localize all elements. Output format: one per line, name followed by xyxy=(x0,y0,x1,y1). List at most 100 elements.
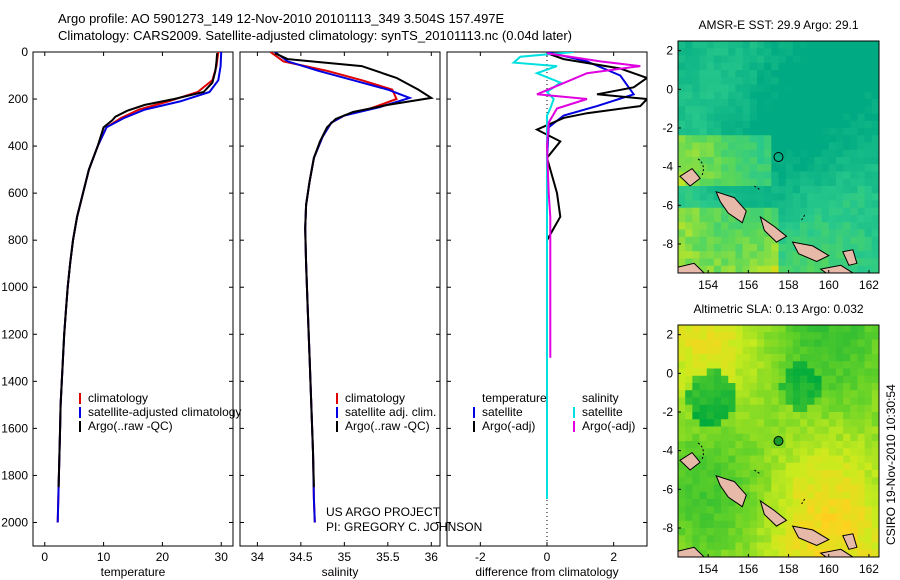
depth-tick-label: 400 xyxy=(8,139,28,153)
salinity-xtick-label: 36 xyxy=(425,550,439,564)
temperature-xlabel: temperature xyxy=(101,565,166,579)
depth-tick-label: 1800 xyxy=(1,468,28,482)
sst-map-xtick-label: 154 xyxy=(698,278,718,292)
temperature-series-argo-raw-qc- xyxy=(57,53,219,488)
salinity-xtick-label: 35 xyxy=(338,550,352,564)
island xyxy=(679,167,701,187)
island xyxy=(715,474,747,508)
difference-xtick-label: 0 xyxy=(544,550,551,564)
salinity-xlabel: salinity xyxy=(322,565,359,579)
difference-xtick-label: -2 xyxy=(475,550,486,564)
temperature-series-climatology xyxy=(56,52,220,523)
sla-map-ytick-label: -8 xyxy=(662,521,673,535)
sla-map-ytick-label: -2 xyxy=(662,405,673,419)
depth-tick-label: 1000 xyxy=(1,280,28,294)
island xyxy=(759,499,788,527)
sst-map-ytick-label: 2 xyxy=(666,44,673,58)
difference-legend-label: satellite xyxy=(582,405,623,419)
difference-legend-title-left: temperature xyxy=(482,391,547,405)
temperature-legend-label: satellite-adjusted climatology xyxy=(88,405,241,419)
float-position-marker xyxy=(773,152,784,162)
reef-outline xyxy=(697,442,806,505)
salinity-frame xyxy=(239,51,441,547)
salinity-legend-label: satellite adj. clim. xyxy=(345,405,436,419)
temperature-frame xyxy=(32,51,234,547)
island xyxy=(842,533,858,550)
temperature-legend-label: climatology xyxy=(88,391,148,405)
difference-xtick-label: 2 xyxy=(610,550,617,564)
sst-map-ytick-label: -8 xyxy=(662,237,673,251)
sla-map-xtick-label: 158 xyxy=(779,562,799,576)
sla-map-ytick-label: -6 xyxy=(662,482,673,496)
sla-map-title: Altimetric SLA: 0.13 Argo: 0.032 xyxy=(693,302,863,316)
temperature-legend-label: Argo(..raw -QC) xyxy=(88,419,173,433)
project-line-1: US ARGO PROJECT xyxy=(326,505,441,519)
depth-tick-label: 2000 xyxy=(1,515,28,529)
sst-map-ytick-label: -6 xyxy=(662,198,673,212)
sla-map: 154 156 158 160 162 2 0 -2 -4 -6 -8 Altimetric SLA:… xyxy=(662,302,880,576)
sst-map-title: AMSR-E SST: 29.9 Argo: 29.1 xyxy=(698,18,858,32)
difference-series-salinity-satellite xyxy=(511,52,574,499)
depth-tick-label: 600 xyxy=(8,186,28,200)
salinity-series-satellite-adj-clim- xyxy=(274,52,413,523)
temperature-xtick-label: 0 xyxy=(41,550,48,564)
header-line-1: Argo profile: AO 5901273_149 12-Nov-2010… xyxy=(58,11,505,26)
salinity-legend-label: climatology xyxy=(345,391,405,405)
temperature-xtick-label: 30 xyxy=(215,550,229,564)
salinity-xtick-label: 35.5 xyxy=(376,550,400,564)
island xyxy=(791,525,830,546)
header-line-2: Climatology: CARS2009. Satellite-adjuste… xyxy=(58,28,572,43)
depth-tick-label: 1200 xyxy=(1,327,28,341)
sla-map-frame xyxy=(677,324,880,558)
island xyxy=(842,249,858,266)
sst-map-ytick-label: -2 xyxy=(662,121,673,135)
difference-series-salinity-argo-adj- xyxy=(536,52,641,358)
depth-tick-label: 0 xyxy=(21,45,28,59)
island xyxy=(678,262,705,273)
salinity-series-argo-raw-qc- xyxy=(274,52,435,488)
salinity-series-climatology xyxy=(269,52,398,523)
temperature-xtick-label: 20 xyxy=(156,550,170,564)
difference-xlabel: difference from climatology xyxy=(475,565,618,579)
sla-map-xtick-label: 162 xyxy=(859,562,879,576)
sst-map-xtick-label: 160 xyxy=(819,278,839,292)
island xyxy=(678,546,705,557)
sst-map-xtick-label: 158 xyxy=(779,278,799,292)
depth-tick-label: 800 xyxy=(8,233,28,247)
csiro-stamp: CSIRO 19-Nov-2010 10:30:54 xyxy=(884,384,898,545)
salinity-legend-label: Argo(..raw -QC) xyxy=(345,419,430,433)
difference-legend-label: Argo(-adj) xyxy=(482,419,535,433)
sla-map-coastline xyxy=(678,442,858,557)
sla-map-xtick-label: 156 xyxy=(738,562,758,576)
depth-tick-label: 200 xyxy=(8,92,28,106)
depth-tick-label: 1600 xyxy=(1,421,28,435)
salinity-xtick-label: 34 xyxy=(251,550,265,564)
sst-map-cells xyxy=(678,41,880,274)
sst-map-xtick-label: 162 xyxy=(859,278,879,292)
difference-legend-label: Argo(-adj) xyxy=(582,419,635,433)
sst-map-ytick-label: 0 xyxy=(666,82,673,96)
temperature-series-satellite-adjusted-climatology xyxy=(56,52,223,523)
island xyxy=(759,215,788,243)
sla-map-xtick-label: 160 xyxy=(819,562,839,576)
sla-map-ytick-label: 2 xyxy=(666,328,673,342)
sla-map-ytick-label: 0 xyxy=(666,366,673,380)
float-position-marker xyxy=(773,436,784,446)
depth-tick-label: 1400 xyxy=(1,374,28,388)
sst-map-ytick-label: -4 xyxy=(662,160,673,174)
difference-legend-title-right: salinity xyxy=(582,391,619,405)
sla-map-cells xyxy=(678,325,880,558)
sst-map-xtick-label: 156 xyxy=(738,278,758,292)
island xyxy=(791,241,830,262)
salinity-xtick-label: 34.5 xyxy=(289,550,313,564)
reef-outline xyxy=(697,158,806,221)
sst-map-frame xyxy=(677,40,880,274)
island xyxy=(679,451,701,471)
salinity-panel: 34 34.5 35 35.5 36 salinity climatologysatelli… xyxy=(239,51,441,579)
temperature-xtick-label: 10 xyxy=(97,550,111,564)
difference-legend-label: satellite xyxy=(482,405,523,419)
sla-map-xtick-label: 154 xyxy=(698,562,718,576)
sla-map-ytick-label: -4 xyxy=(662,444,673,458)
